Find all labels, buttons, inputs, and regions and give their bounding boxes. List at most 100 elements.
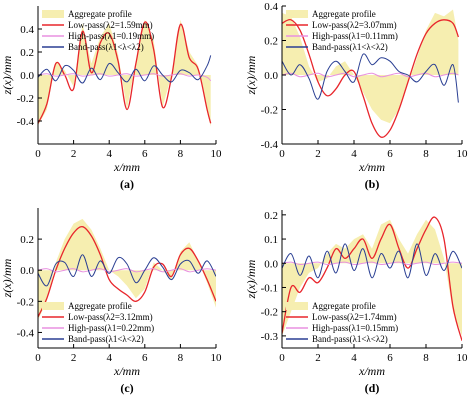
y-tick-label: -0.2: [261, 105, 278, 117]
series-band-pass-line: [282, 243, 462, 279]
x-tick-label: 4: [106, 352, 112, 364]
y-tick-label: -0.2: [17, 296, 34, 308]
series-high-pass-line: [38, 73, 212, 82]
plot-area: [282, 9, 460, 138]
legend-label: Band-pass(λ1<λ<λ2): [312, 42, 388, 52]
y-tick-label: 0.1: [264, 234, 278, 246]
panel-label: (d): [365, 381, 380, 395]
legend-label: Band-pass(λ1<λ<λ2): [68, 42, 144, 52]
series-high-pass-line: [282, 261, 462, 266]
series-band-pass-line: [282, 53, 459, 103]
series-low-pass-line: [38, 225, 216, 318]
series-low-pass-line: [38, 21, 212, 124]
x-tick-label: 10: [457, 148, 469, 160]
legend-label: High-pass(λ1=0.11mm): [312, 31, 398, 41]
x-tick-label: 10: [211, 148, 223, 160]
y-tick-label: 0.2: [264, 210, 278, 222]
x-tick-label: 0: [35, 352, 41, 364]
x-tick-label: 6: [387, 148, 393, 160]
x-tick-label: 0: [279, 352, 285, 364]
series-low-pass-line: [282, 216, 462, 341]
legend: Aggregate profileLow-pass(λ2=3.12mm)High…: [42, 301, 154, 344]
series-high-pass-line: [282, 72, 459, 78]
panel-a: 0 2 4 6 8 10 -0.4 -0.2 0.0 0.2 0.4 x/mm z(x)/mm (a) Ag…: [0, 6, 222, 191]
plot-area: [282, 216, 462, 341]
x-tick-label: 2: [71, 148, 77, 160]
x-tick-label: 4: [351, 148, 357, 160]
legend-swatch-profile: [286, 10, 308, 18]
x-tick-label: 8: [423, 352, 429, 364]
y-tick-label: -0.4: [17, 327, 35, 339]
panel-c: 0 2 4 6 8 10 -0.4 -0.2 0.0 0.2 x/mm z(x)/mm (c) Aggre…: [0, 208, 222, 395]
panel-label: (a): [120, 177, 134, 191]
panel-label: (b): [365, 177, 380, 191]
legend-label: High-pass(λ1=0.15mm): [312, 323, 398, 333]
legend-label: High-pass(λ1=0.19mm): [68, 31, 154, 41]
plot-area: [38, 19, 212, 127]
y-axis-title: z(x)/mm: [0, 55, 14, 95]
y-tick-label: -0.4: [261, 139, 279, 151]
x-axis-title: x/mm: [113, 160, 140, 174]
y-tick-label: -0.1: [261, 282, 278, 294]
series-band-pass-line: [38, 55, 212, 84]
legend: Aggregate profileLow-pass(λ2=3.07mm)High…: [286, 9, 398, 52]
x-tick-label: 8: [178, 352, 184, 364]
x-tick-label: 6: [387, 352, 393, 364]
x-tick-label: 8: [423, 148, 429, 160]
legend-swatch-profile: [42, 10, 64, 18]
y-axis-title: z(x)/mm: [244, 259, 258, 299]
legend-swatch-profile: [286, 302, 308, 310]
x-axis-title: x/mm: [113, 364, 140, 378]
panel-b: 0 2 4 6 8 10 -0.4 -0.2 0.0 0.2 0.4 x/mm z(x)/mm (b) Ag…: [244, 1, 468, 191]
legend-label: Aggregate profile: [312, 9, 376, 19]
x-tick-label: 2: [315, 352, 321, 364]
x-tick-label: 6: [142, 352, 148, 364]
legend-label: Low-pass(λ2=1.59mm): [68, 20, 153, 30]
y-tick-label: 0.2: [20, 47, 34, 59]
y-tick-label: 0.0: [20, 70, 34, 82]
y-tick-label: 0.4: [264, 1, 278, 13]
legend-label: High-pass(λ1=0.22mm): [68, 323, 154, 333]
series-aggregate-profile-area: [38, 19, 211, 127]
x-axis-title: x/mm: [358, 364, 385, 378]
y-axis-title: z(x)/mm: [244, 55, 258, 95]
y-axis-title: z(x)/mm: [0, 258, 14, 298]
x-tick-label: 10: [457, 352, 469, 364]
y-tick-label: 0.0: [264, 70, 278, 82]
y-tick-label: 0.0: [264, 258, 278, 270]
legend-label: Low-pass(λ2=3.12mm): [68, 312, 153, 322]
x-tick-label: 2: [315, 148, 321, 160]
legend-label: Aggregate profile: [312, 301, 376, 311]
y-tick-label: 0.0: [20, 265, 34, 277]
legend-label: Low-pass(λ2=1.74mm): [312, 312, 397, 322]
series-high-pass-line: [38, 268, 216, 273]
legend-label: Band-pass(λ1<λ<λ2): [68, 334, 144, 344]
x-tick-label: 4: [351, 352, 357, 364]
legend-label: Aggregate profile: [68, 301, 132, 311]
x-tick-label: 0: [35, 148, 41, 160]
y-tick-label: -0.2: [261, 307, 278, 319]
y-tick-label: 0.4: [20, 24, 34, 36]
x-tick-label: 10: [211, 352, 223, 364]
y-tick-label: -0.3: [261, 331, 279, 343]
series-aggregate-profile-area: [38, 218, 216, 320]
panel-label: (c): [120, 381, 133, 395]
y-tick-label: -0.4: [17, 116, 35, 128]
y-tick-label: 0.2: [264, 36, 278, 48]
panel-d: 0 2 4 6 8 10 -0.3 -0.2 -0.1 0.0 0.1 0.2 x/mm z(x)/mm (…: [244, 210, 468, 395]
x-tick-label: 4: [106, 148, 112, 160]
x-tick-label: 6: [142, 148, 148, 160]
legend: Aggregate profileLow-pass(λ2=1.74mm)High…: [286, 301, 398, 344]
legend: Aggregate profileLow-pass(λ2=1.59mm)High…: [42, 9, 154, 52]
series-band-pass-line: [38, 254, 216, 287]
y-tick-label: -0.2: [17, 93, 34, 105]
legend-swatch-profile: [42, 302, 64, 310]
legend-label: Low-pass(λ2=3.07mm): [312, 20, 397, 30]
legend-label: Aggregate profile: [68, 9, 132, 19]
x-tick-label: 0: [279, 148, 285, 160]
legend-label: Band-pass(λ1<λ<λ2): [312, 334, 388, 344]
y-tick-label: 0.2: [20, 234, 34, 246]
x-tick-label: 8: [178, 148, 184, 160]
x-tick-label: 2: [71, 352, 77, 364]
plot-area: [38, 218, 216, 320]
